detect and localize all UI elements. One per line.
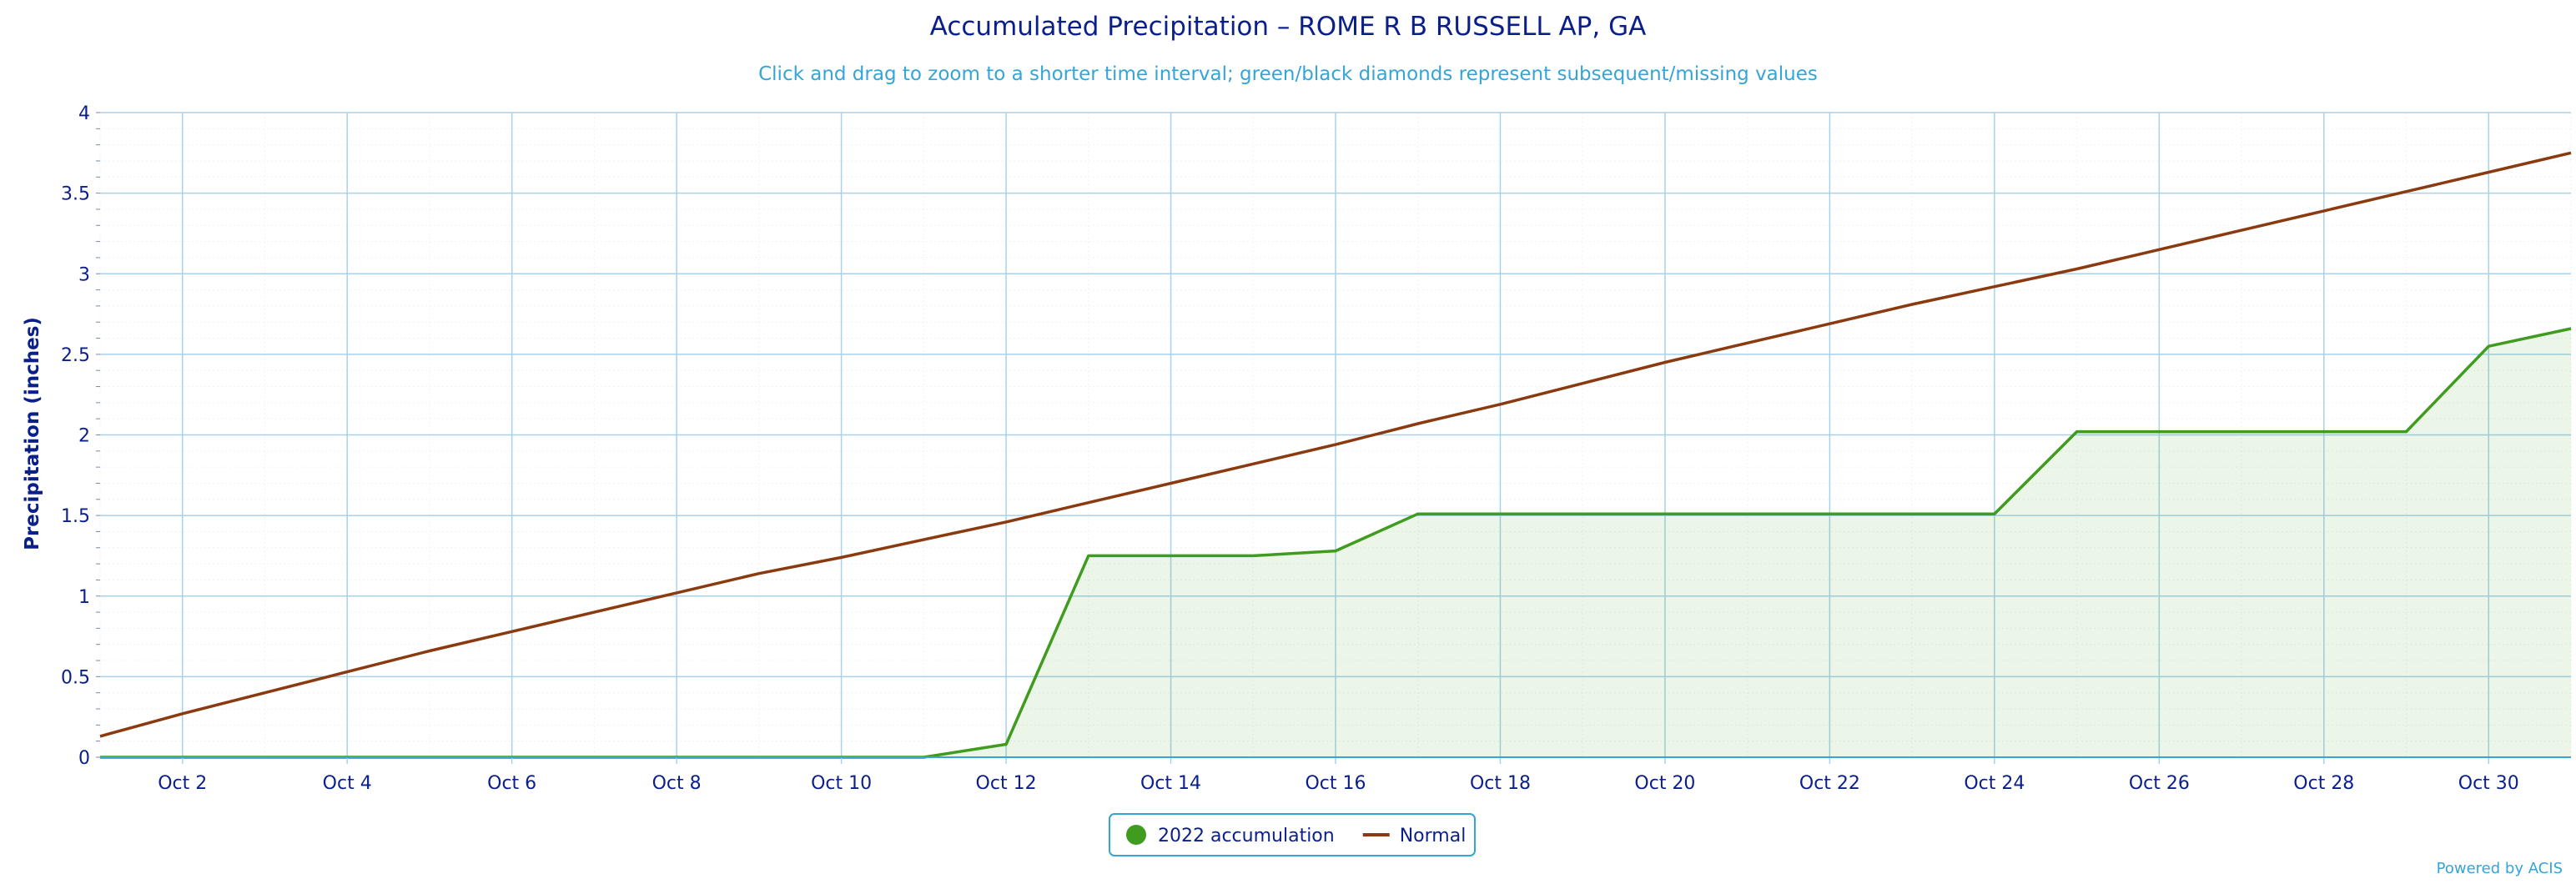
legend-label[interactable]: Normal	[1400, 826, 1467, 846]
x-tick-label: Oct 14	[1140, 773, 1201, 794]
y-tick-label: 1.5	[61, 506, 90, 527]
legend-symbol-accumulation	[1126, 825, 1146, 845]
x-tick-label: Oct 16	[1305, 773, 1366, 794]
plot-area[interactable]: 0 0.5 1 1.5 2 2.5 3 3.5 4 Oct 2 Oct 4 Oct 6 Oct 8 Oct…	[61, 103, 2572, 794]
chart-title: Accumulated Precipitation – ROME R B RUS…	[930, 12, 1647, 42]
y-tick-label: 3.5	[61, 184, 90, 205]
x-tick-label: Oct 26	[2129, 773, 2190, 794]
normal-line	[99, 151, 2572, 738]
y-tick-label: 2.5	[61, 345, 90, 366]
axes: 0 0.5 1 1.5 2 2.5 3 3.5 4 Oct 2 Oct 4 Oct 6 Oct 8 Oct…	[61, 103, 2571, 794]
x-tick-label: Oct 28	[2293, 773, 2354, 794]
x-tick-label: Oct 6	[487, 773, 536, 794]
x-tick-label: Oct 24	[1964, 773, 2025, 794]
x-tick-label: Oct 22	[1799, 773, 1860, 794]
y-tick-label: 0.5	[61, 667, 90, 688]
x-tick-label: Oct 4	[323, 773, 372, 794]
x-tick-label: Oct 20	[1634, 773, 1695, 794]
y-tick-label: 3	[78, 264, 90, 285]
y-tick-label: 2	[78, 426, 90, 447]
x-tick-label: Oct 2	[158, 773, 207, 794]
y-axis-label: Precipitation (inches)	[22, 317, 43, 550]
x-tick-label: Oct 12	[976, 773, 1037, 794]
x-tick-label: Oct 18	[1470, 773, 1531, 794]
y-tick-label: 1	[78, 587, 90, 608]
powered-by-link[interactable]: Powered by ACIS	[2436, 860, 2563, 877]
legend[interactable]: 2022 accumulation Normal	[1109, 813, 1476, 856]
legend-box	[1109, 813, 1476, 856]
legend-label[interactable]: 2022 accumulation	[1158, 826, 1335, 846]
accumulation-area	[100, 329, 2571, 757]
y-tick-label: 0	[78, 748, 90, 769]
y-tick-label: 4	[78, 103, 90, 124]
x-tick-label: Oct 10	[811, 773, 872, 794]
x-tick-label: Oct 30	[2458, 773, 2519, 794]
chart-subtitle: Click and drag to zoom to a shorter time…	[758, 63, 1818, 85]
x-tick-label: Oct 8	[652, 773, 702, 794]
